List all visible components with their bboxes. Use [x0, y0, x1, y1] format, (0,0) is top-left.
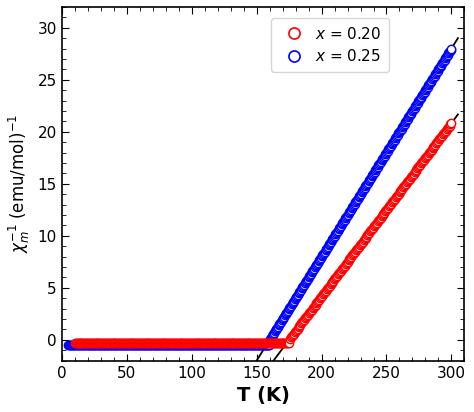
Y-axis label: $\chi_m^{-1}$ (emu/mol)$^{-1}$: $\chi_m^{-1}$ (emu/mol)$^{-1}$ — [7, 114, 32, 253]
X-axis label: T (K): T (K) — [237, 386, 290, 405]
Legend: $x$ = 0.20, $x$ = 0.25: $x$ = 0.20, $x$ = 0.25 — [271, 18, 389, 72]
